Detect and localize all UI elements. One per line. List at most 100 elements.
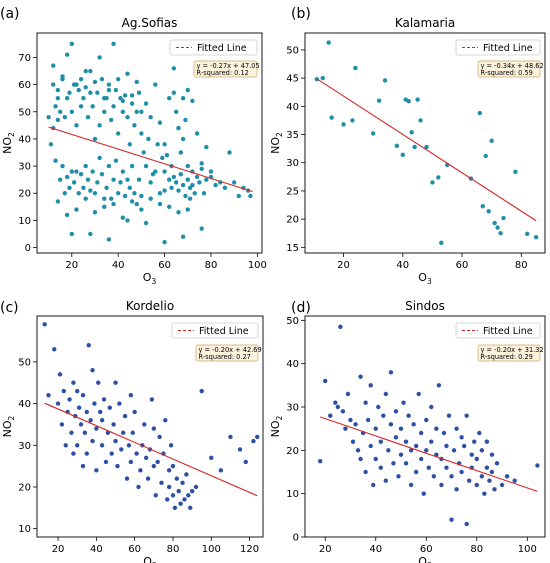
data-point [194, 131, 200, 136]
data-point [55, 401, 61, 406]
x-tick-label: 60 [158, 260, 171, 271]
y-tick-label: 30 [18, 441, 31, 452]
data-point [125, 218, 130, 223]
data-point [416, 391, 421, 397]
data-point [178, 501, 183, 506]
data-point [186, 493, 191, 498]
data-point [92, 136, 98, 142]
data-point [412, 144, 417, 150]
y-tick-label: 50 [18, 107, 31, 118]
data-point [127, 185, 132, 191]
data-point [62, 191, 68, 196]
data-point [113, 438, 118, 444]
data-point [51, 63, 56, 68]
y-tick-label: 70 [18, 53, 31, 64]
fitted-line [44, 402, 258, 497]
data-point [109, 117, 114, 123]
data-point [444, 465, 449, 470]
x-axis: 20 40 60 80 100 120 [52, 537, 259, 555]
data-point [134, 79, 139, 85]
data-point [125, 114, 130, 120]
data-point [167, 95, 172, 101]
data-point [127, 142, 132, 147]
data-point [162, 142, 167, 147]
data-point [120, 109, 126, 114]
data-point [197, 180, 202, 185]
chart-panel-kordelio: (c) Kordelio 20 40 60 80 100 120 10 20 30 40 50 O3 NO2… [0, 299, 264, 563]
data-point [111, 201, 116, 207]
data-point [489, 138, 494, 143]
data-point [459, 469, 464, 475]
data-point [141, 150, 146, 155]
data-point [88, 231, 93, 237]
data-point [90, 104, 95, 109]
data-point [484, 465, 490, 470]
data-point [483, 153, 488, 159]
data-point [74, 82, 79, 87]
data-point [381, 413, 386, 418]
data-point [55, 117, 61, 123]
data-point [162, 239, 167, 245]
data-point [388, 422, 394, 427]
r-squared-value: R-squared: 0.27 [199, 353, 251, 361]
data-point [168, 443, 174, 448]
data-point [148, 180, 153, 185]
data-point [139, 109, 144, 114]
data-point [106, 237, 112, 242]
data-point [126, 443, 132, 448]
data-point [489, 469, 495, 475]
data-point [180, 234, 186, 239]
data-point [102, 196, 107, 201]
scatter-points [317, 324, 540, 527]
x-tick-label: 100 [202, 544, 221, 555]
data-point [90, 438, 95, 444]
y-axis: 0 10 20 30 40 50 [286, 316, 305, 544]
y-axis-label: NO2 [269, 415, 284, 437]
data-point [125, 177, 130, 182]
data-point [120, 169, 126, 174]
data-point [115, 131, 121, 136]
legend-label: Fitted Line [197, 43, 247, 54]
x-axis: 20 40 60 80 100 [319, 537, 537, 555]
data-point [71, 380, 76, 385]
data-point [333, 400, 338, 405]
data-point [411, 422, 416, 427]
data-point [185, 87, 190, 93]
data-point [446, 413, 452, 418]
data-point [376, 98, 382, 103]
data-point [166, 468, 172, 473]
data-point [139, 131, 144, 136]
data-point [130, 430, 135, 435]
data-point [178, 172, 184, 177]
data-point [103, 459, 109, 465]
y-tick-label: 20 [286, 446, 299, 457]
data-point [365, 417, 371, 423]
y-tick-label: 60 [18, 80, 31, 91]
data-point [498, 231, 503, 236]
data-point [94, 426, 99, 431]
data-point [451, 448, 457, 453]
y-tick-label: 0 [25, 243, 31, 254]
data-point [184, 472, 189, 477]
regression-annotation: y = -0.27x + 47.05R-squared: 0.12 [193, 60, 260, 78]
data-point [454, 426, 459, 431]
data-point [117, 401, 122, 406]
data-point [341, 122, 346, 127]
data-point [492, 487, 497, 492]
x-tick-label: 20 [52, 544, 65, 555]
data-point [409, 130, 414, 135]
data-point [482, 491, 487, 496]
data-point [178, 150, 184, 155]
data-point [201, 191, 207, 196]
x-tick-label: 20 [319, 544, 332, 555]
data-point [353, 65, 358, 71]
data-point [400, 152, 405, 158]
data-point [51, 82, 56, 87]
data-point [74, 207, 79, 212]
data-point [136, 177, 142, 182]
scatter-points [42, 322, 260, 511]
y-tick-label: 10 [18, 524, 31, 535]
data-point [99, 418, 105, 423]
data-point [176, 188, 181, 193]
y-tick-label: 35 [286, 130, 299, 141]
